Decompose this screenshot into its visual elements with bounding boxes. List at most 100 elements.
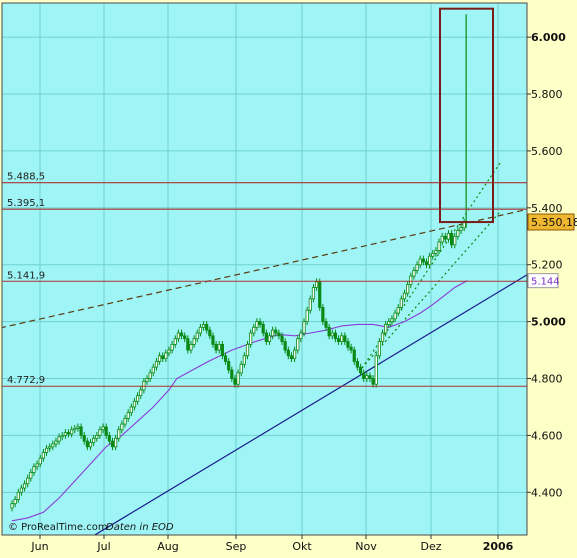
- candle-body: [314, 281, 319, 288]
- horizontal-level-label: 5.488,5: [7, 172, 45, 183]
- footer-brand[interactable]: © ProRealTime.com: [8, 522, 108, 533]
- candle-body: [324, 321, 328, 328]
- candle-body: [336, 338, 341, 342]
- candle-body: [449, 233, 454, 246]
- candle-body: [189, 343, 193, 351]
- candle-body: [73, 427, 77, 431]
- candle-body: [132, 400, 137, 408]
- candle-body: [355, 361, 360, 368]
- candle-body: [252, 326, 256, 334]
- y-tick-label: 5.800: [531, 88, 563, 101]
- candle-body: [19, 487, 24, 493]
- x-tick-label: Dez: [420, 540, 441, 553]
- highlight-box: [439, 7, 494, 224]
- candle-body: [95, 435, 99, 439]
- moving-average-label: 5.144: [531, 277, 560, 288]
- plot-border: [1, 2, 528, 536]
- candle-body: [292, 349, 297, 360]
- price-tags: 5.350,18 5.144: [527, 213, 577, 289]
- candle-body: [82, 435, 86, 442]
- candle-body: [437, 241, 441, 251]
- candle-body: [249, 332, 253, 345]
- candle-body: [176, 332, 181, 340]
- candle-body: [38, 457, 42, 465]
- horizontal-level-label: 5.141,9: [7, 270, 45, 281]
- candle-body: [135, 395, 140, 402]
- candle-body: [368, 375, 372, 379]
- candle-body: [114, 437, 118, 448]
- candle-body: [88, 442, 93, 448]
- candle-body: [186, 338, 190, 351]
- candle-body: [431, 252, 435, 257]
- candle-body: [377, 341, 381, 357]
- last-price-label: 5.350,18: [531, 216, 577, 229]
- candle-body: [261, 324, 265, 334]
- x-tick-label: Aug: [157, 540, 178, 553]
- candle-body: [330, 332, 334, 337]
- candle-body: [123, 417, 127, 425]
- moving-average-line: [11, 280, 468, 522]
- candle-body: [406, 284, 410, 294]
- candle-body: [13, 499, 17, 505]
- candle-body: [79, 426, 83, 436]
- candle-body: [390, 318, 394, 323]
- candle-body: [424, 261, 429, 266]
- candle-body: [277, 332, 281, 337]
- candle-body: [258, 321, 262, 325]
- candle-body: [35, 463, 39, 468]
- y-tick-label: 5.600: [531, 145, 563, 158]
- candle-body: [365, 375, 369, 379]
- candle-body: [453, 235, 457, 246]
- candle-body: [41, 452, 46, 459]
- candle-body: [380, 332, 385, 342]
- candle-body: [192, 338, 196, 345]
- candle-body: [456, 230, 460, 237]
- candle-body: [412, 270, 416, 277]
- candle-body: [393, 312, 397, 320]
- candle-body: [362, 372, 366, 379]
- candle-body: [208, 329, 212, 337]
- candle-body: [302, 321, 306, 334]
- candle-body: [318, 281, 322, 308]
- candle-body: [280, 335, 284, 342]
- candle-body: [98, 429, 102, 436]
- candle-body: [29, 472, 33, 479]
- candle-body: [157, 355, 162, 362]
- candle-body: [396, 307, 400, 314]
- last-price-tag: [527, 213, 575, 231]
- candle-body: [443, 235, 447, 240]
- candle-body: [173, 338, 177, 345]
- candle-body: [211, 335, 215, 345]
- long-term-support-line: [93, 274, 527, 535]
- horizontal-level-label: 5.395,1: [7, 198, 45, 209]
- candle-body: [145, 378, 149, 382]
- candle-body: [110, 440, 115, 448]
- candle-body: [289, 355, 294, 360]
- candle-body: [296, 338, 300, 351]
- candle-body: [220, 343, 224, 357]
- y-tick-label: 5.200: [531, 259, 563, 272]
- candle-body: [321, 307, 325, 323]
- candle-body: [440, 235, 444, 243]
- candle-body: [283, 341, 287, 351]
- candle-body: [179, 332, 184, 337]
- candle-body: [70, 429, 74, 435]
- candle-body: [51, 443, 55, 448]
- candle-body: [92, 437, 96, 443]
- y-tick-label: 6.000: [531, 31, 566, 44]
- candle-body: [139, 389, 143, 396]
- candle-body: [286, 349, 290, 357]
- x-axis: Jun Jul Aug Sep Okt Nov Dez 2006: [30, 535, 514, 553]
- candle-body: [164, 352, 168, 360]
- candle-body: [101, 426, 105, 431]
- candle-body: [236, 372, 240, 385]
- y-tick-label: 5.400: [531, 202, 563, 215]
- candle-body: [399, 298, 403, 308]
- candle-body: [333, 332, 338, 340]
- x-tick-label: Okt: [292, 540, 312, 553]
- candle-body: [85, 440, 89, 448]
- candle-body: [104, 426, 108, 436]
- candle-body: [170, 343, 174, 351]
- candle-body: [16, 491, 20, 500]
